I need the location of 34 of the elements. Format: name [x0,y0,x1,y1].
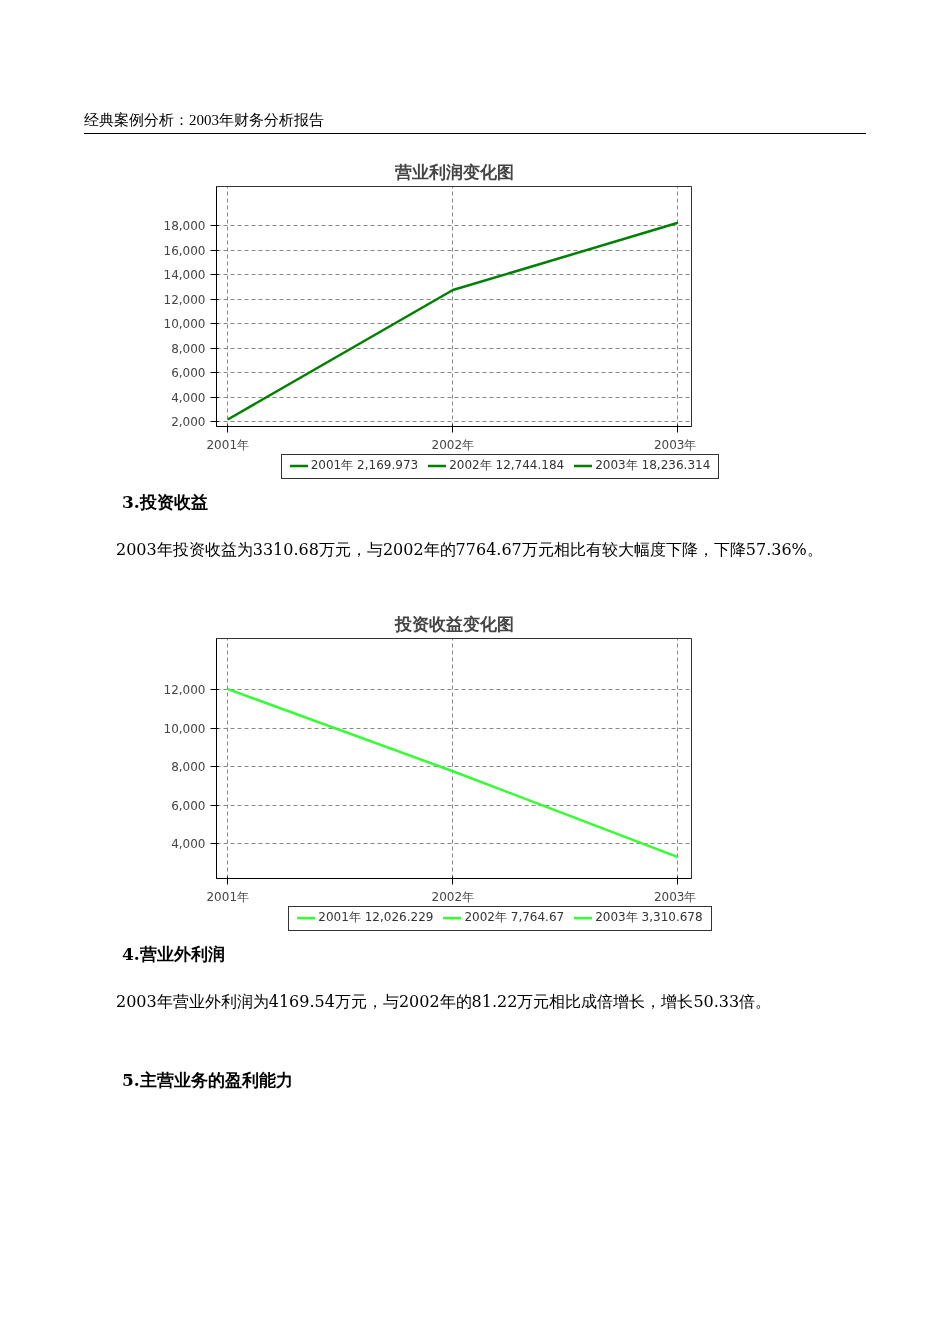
text: 4.营业外利润 [122,943,226,966]
y-tick-label: 10,000 [163,721,206,736]
chart-title: 营业利润变化图 [393,161,514,182]
y-tick-label: 4,000 [171,390,206,405]
y-tick-label: 8,000 [171,341,206,356]
text: 2003年 3,310.678 [595,909,703,926]
text: 2003年 18,236.314 [595,457,711,474]
text: 2003年营业外利润为4169.54万元，与2002年的81.22万元相比成倍增长，增长50.33倍。 [115,991,773,1013]
x-tick-label: 2002年 [431,437,475,452]
y-tick-label: 18,000 [163,219,206,234]
y-tick-label: 8,000 [171,760,206,775]
y-tick-label: 6,000 [171,366,206,381]
y-tick-label: 12,000 [163,292,206,307]
y-tick-label: 6,000 [171,798,206,813]
x-tick-label: 2001年 [206,889,250,904]
y-tick-label: 4,000 [171,837,206,852]
y-tick-label: 12,000 [163,683,206,698]
chart-title: 投资收益变化图 [393,613,514,634]
text: 2001年 2,169.973 [310,457,419,474]
text: 经典案例分析：2003年财务分析报告 [84,110,866,135]
text: 2002年 7,764.67 [464,909,565,926]
y-tick-label: 2,000 [171,415,206,430]
y-tick-label: 10,000 [163,317,206,332]
text: 5.主营业务的盈利能力 [122,1069,294,1092]
text: 2002年 12,744.184 [449,457,565,474]
text: 2001年 12,026.229 [318,909,434,926]
x-tick-label: 2003年 [653,889,697,904]
y-tick-label: 16,000 [163,243,206,258]
x-tick-label: 2002年 [431,889,475,904]
x-tick-label: 2003年 [653,437,697,452]
x-tick-label: 2001年 [206,437,250,452]
text: 2003年投资收益为3310.68万元，与2002年的7764.67万元相比有较大幅度下降，下降57.36%。 [115,539,824,561]
text: 3.投资收益 [122,491,209,514]
y-tick-label: 14,000 [163,268,206,283]
